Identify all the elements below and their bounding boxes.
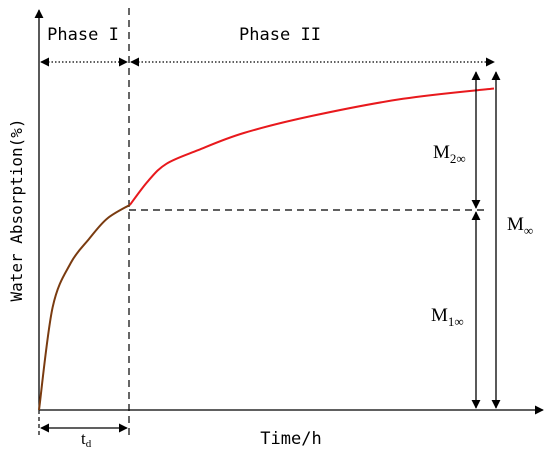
m-1inf-label: M1∞ (431, 305, 464, 329)
x-axis-label: Time/h (260, 429, 321, 449)
m-2inf-label: M2∞ (433, 142, 466, 166)
m-inf-label: M∞ (507, 214, 533, 238)
phase-2-label: Phase II (239, 25, 321, 45)
td-label: td (81, 429, 92, 450)
phase-1-curve (38, 203, 131, 411)
y-axis-label: Water Absorption(%) (7, 118, 26, 301)
phase-2-curve (129, 87, 495, 206)
phase-1-label: Phase I (47, 25, 119, 45)
